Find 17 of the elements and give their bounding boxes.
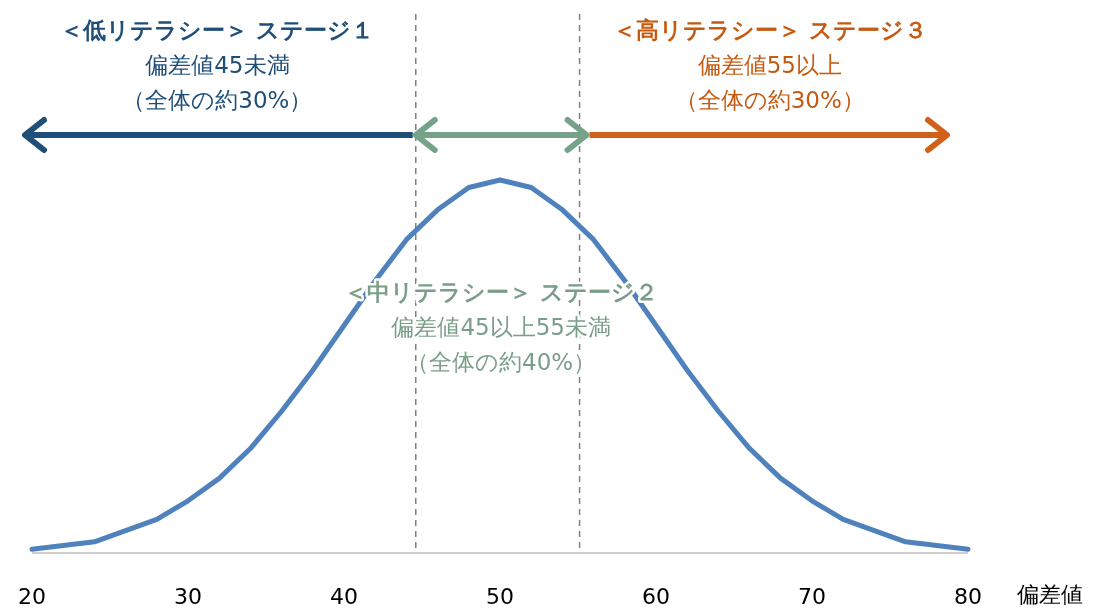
annotation: ＜中リテラシー＞ ステージ２ [344,279,659,305]
text: 偏差値45未満 [145,52,290,78]
x-tick-label: 40 [330,584,358,608]
annotation: 偏差値45以上55未満 [391,314,611,340]
annotation: （全体の約40%） [406,349,597,375]
x-tick-label: 30 [174,584,202,608]
x-tick-label: 50 [486,584,514,608]
text: 偏差値55以上 [697,52,842,78]
x-tick-label: 60 [642,584,670,608]
text: （全体の約30%） [674,87,865,113]
x-axis-title: 偏差値 [1017,582,1083,607]
x-tick-label: 20 [18,584,46,608]
text: （全体の約30%） [122,87,313,113]
x-tick-label: 70 [798,584,826,608]
text: ＜高リテラシー＞ ステージ３ [612,17,927,43]
x-tick-label: 80 [954,584,982,608]
text: ＜低リテラシー＞ ステージ１ [60,17,375,43]
